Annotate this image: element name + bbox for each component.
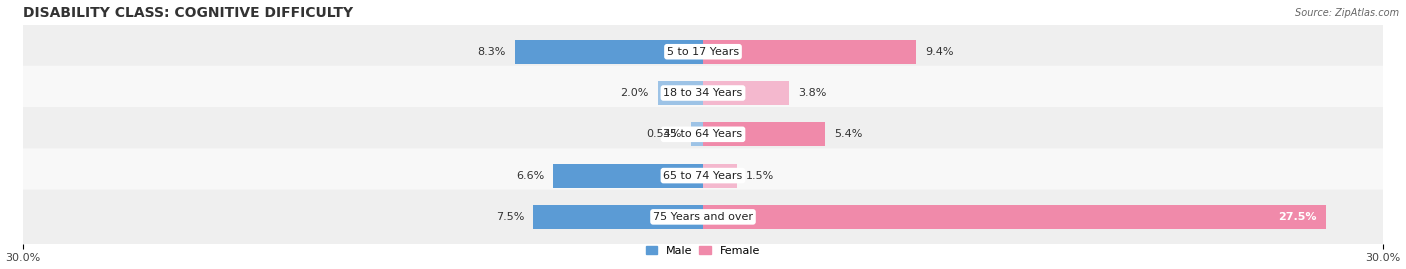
- Bar: [690, 122, 703, 146]
- Text: 5 to 17 Years: 5 to 17 Years: [666, 47, 740, 57]
- Text: 8.3%: 8.3%: [478, 47, 506, 57]
- Bar: [703, 205, 1326, 229]
- Bar: [554, 164, 703, 187]
- Bar: [533, 205, 703, 229]
- Bar: [703, 122, 825, 146]
- Bar: [515, 40, 703, 64]
- Text: 0.54%: 0.54%: [647, 129, 682, 139]
- Text: 75 Years and over: 75 Years and over: [652, 212, 754, 222]
- Text: 1.5%: 1.5%: [747, 171, 775, 180]
- Legend: Male, Female: Male, Female: [647, 246, 759, 256]
- Text: 2.0%: 2.0%: [620, 88, 648, 98]
- Bar: [703, 81, 789, 105]
- FancyBboxPatch shape: [13, 24, 1393, 79]
- Text: 6.6%: 6.6%: [516, 171, 544, 180]
- Text: Source: ZipAtlas.com: Source: ZipAtlas.com: [1295, 8, 1399, 18]
- Text: 27.5%: 27.5%: [1278, 212, 1317, 222]
- FancyBboxPatch shape: [13, 107, 1393, 162]
- FancyBboxPatch shape: [13, 190, 1393, 244]
- Bar: [703, 40, 917, 64]
- FancyBboxPatch shape: [13, 66, 1393, 120]
- Text: 35 to 64 Years: 35 to 64 Years: [664, 129, 742, 139]
- Text: 9.4%: 9.4%: [925, 47, 953, 57]
- FancyBboxPatch shape: [13, 148, 1393, 203]
- Text: DISABILITY CLASS: COGNITIVE DIFFICULTY: DISABILITY CLASS: COGNITIVE DIFFICULTY: [22, 6, 353, 20]
- Text: 3.8%: 3.8%: [799, 88, 827, 98]
- Text: 65 to 74 Years: 65 to 74 Years: [664, 171, 742, 180]
- Text: 5.4%: 5.4%: [834, 129, 863, 139]
- Text: 7.5%: 7.5%: [495, 212, 524, 222]
- Bar: [658, 81, 703, 105]
- Text: 18 to 34 Years: 18 to 34 Years: [664, 88, 742, 98]
- Bar: [703, 164, 737, 187]
